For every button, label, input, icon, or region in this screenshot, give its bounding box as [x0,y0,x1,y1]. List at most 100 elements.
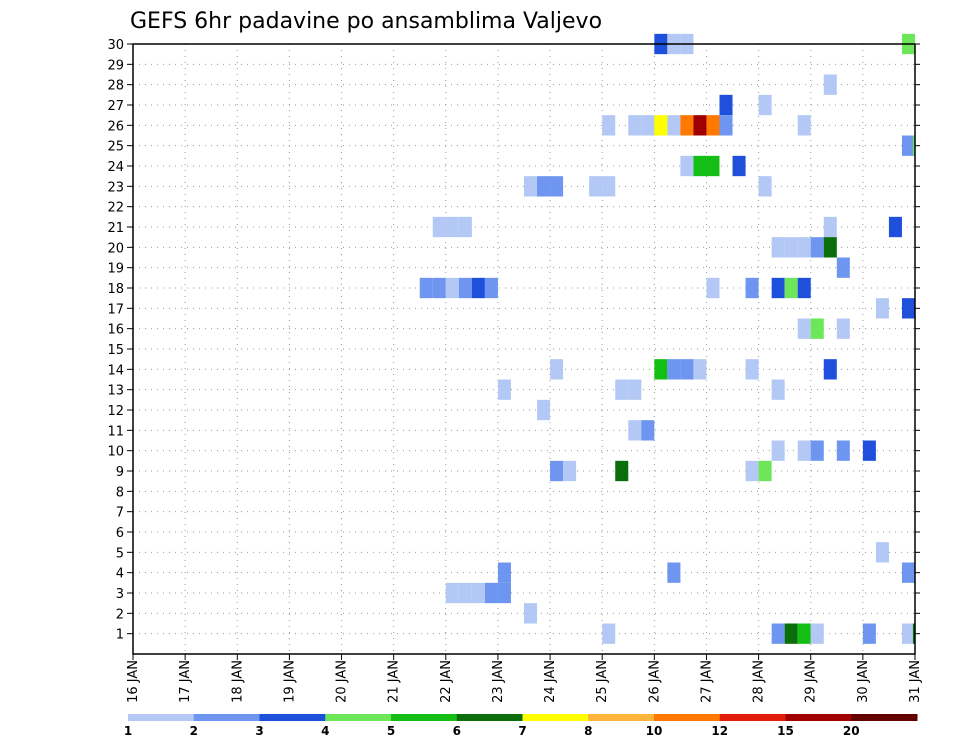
y-tick-label: 28 [107,79,124,94]
y-tick-label: 5 [116,546,124,561]
x-tick-label: 16 JAN [126,660,141,703]
precip-cell [784,623,798,644]
precip-cell [458,277,472,299]
precip-cell [797,318,811,339]
precip-cell [758,94,772,116]
y-tick-label: 10 [107,445,124,460]
precip-cell [680,155,694,177]
precip-cell [823,237,837,258]
colorbar-swatch [128,714,195,721]
precip-cell [706,155,720,177]
precip-cell [771,237,785,258]
precip-cell [836,318,850,339]
colorbar-swatch [456,714,523,721]
precip-cell [706,277,720,299]
colorbar-label: 3 [255,724,263,738]
precip-cell [706,115,720,136]
precip-cell [745,277,759,299]
y-tick-label: 8 [116,485,124,500]
precip-cell [667,115,681,136]
precip-cell [758,460,772,482]
precip-cell [537,176,551,197]
precip-cell [419,277,433,299]
precip-cell [719,94,733,116]
precip-cell [784,277,798,299]
colorbar-swatch [522,714,589,721]
precip-cell [810,623,824,644]
precip-cell [680,115,694,136]
colorbar-swatch [193,714,260,721]
colorbar-label: 1 [124,724,132,738]
precip-cell [641,115,655,136]
precip-cell [602,176,616,197]
precip-cell [745,359,759,380]
colorbar-label: 12 [711,724,728,738]
precip-cell [484,582,498,604]
y-axis: 1234567891011121314151617181920212223242… [107,38,920,643]
y-tick-label: 22 [107,201,124,216]
precip-cell [602,623,616,644]
y-tick-label: 1 [116,628,124,643]
y-tick-label: 18 [107,282,124,297]
precip-cell [471,277,485,299]
x-tick-label: 28 JAN [752,660,767,703]
precip-cell [667,359,681,380]
colorbar-swatch [851,714,918,721]
precip-cell [550,176,564,197]
precip-cell [458,216,472,238]
x-axis: 16 JAN 17 JAN 18 JAN 19 JAN 20 JAN 21 JAN 22 J… [126,654,923,703]
precip-cell [745,460,759,482]
precip-cell [432,216,446,238]
y-tick-label: 14 [107,363,124,378]
colorbar-swatch [588,714,655,721]
precip-cell [912,135,915,156]
precip-cell [862,440,876,461]
precip-cell [615,460,629,482]
y-tick-label: 23 [107,180,124,195]
precip-cell [550,460,564,482]
precip-cell [445,216,459,238]
precip-cell [550,359,564,380]
precip-cell [888,216,902,238]
precip-cell [497,582,511,604]
precip-cell [563,460,577,482]
y-tick-label: 30 [107,38,124,53]
precip-cell [484,277,498,299]
colorbar-swatch [785,714,852,721]
precip-cell [836,257,850,278]
x-tick-label: 23 JAN [491,660,506,703]
y-tick-label: 13 [107,384,124,399]
precip-cell [810,318,824,339]
y-tick-label: 6 [116,526,124,541]
y-tick-label: 17 [107,302,124,317]
precip-cell [432,277,446,299]
y-tick-label: 7 [116,506,124,521]
precip-cell [875,298,889,319]
precip-cell [693,155,707,177]
x-tick-label: 19 JAN [282,660,297,703]
precip-cell [628,420,642,441]
colorbar-label: 15 [777,724,794,738]
precip-cell [641,420,655,441]
precip-cell [823,74,837,95]
precip-cell [771,379,785,400]
y-tick-label: 2 [116,607,124,622]
x-tick-label: 27 JAN [699,660,714,703]
x-tick-label: 21 JAN [387,660,402,703]
y-tick-label: 27 [107,99,124,114]
colorbar-swatch [719,714,786,721]
precip-cell [810,237,824,258]
colorbar-swatch [325,714,392,721]
precip-cell [680,359,694,380]
precip-cell [875,542,889,563]
colorbar-swatch [654,714,721,721]
precip-cell [771,277,785,299]
precip-cell [758,176,772,197]
y-tick-label: 20 [107,241,124,256]
precip-cell [628,115,642,136]
colorbar: 1 2 3 4 5 6 7 8 10 12 15 20 [124,714,918,738]
precip-cell [693,359,707,380]
colorbar-label: 7 [518,724,526,738]
precip-cell [901,623,915,644]
colorbar-label: 10 [646,724,663,738]
